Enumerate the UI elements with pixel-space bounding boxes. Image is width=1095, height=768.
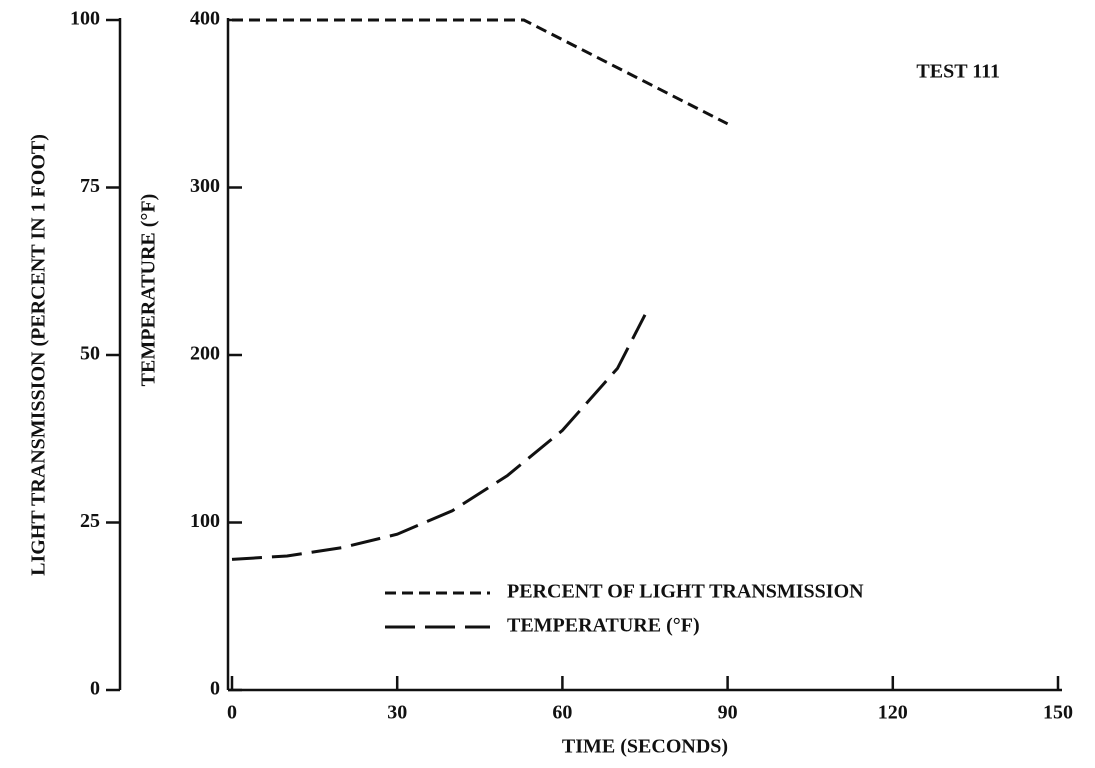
y2-tick-label: 100 bbox=[190, 510, 220, 532]
y-axis-label: LIGHT TRANSMISSION (PERCENT IN 1 FOOT) bbox=[28, 134, 50, 576]
y-tick-label: 75 bbox=[80, 175, 100, 197]
y-tick-label: 50 bbox=[80, 343, 100, 365]
series-line bbox=[232, 18, 729, 126]
x-tick-label: 60 bbox=[552, 702, 572, 724]
x-tick-label: 150 bbox=[1043, 702, 1073, 724]
y2-tick-label: 0 bbox=[210, 678, 220, 700]
y2-tick-label: 200 bbox=[190, 343, 220, 365]
annotation: TEST 111 bbox=[916, 61, 1000, 83]
x-axis-label: TIME (SECONDS) bbox=[562, 736, 728, 758]
x-tick-label: 0 bbox=[227, 702, 237, 724]
y2-tick-label: 400 bbox=[190, 8, 220, 30]
legend-label: TEMPERATURE (°F) bbox=[507, 615, 700, 637]
y2-axis-label: TEMPERATURE (°F) bbox=[138, 194, 160, 387]
legend-label: PERCENT OF LIGHT TRANSMISSION bbox=[507, 581, 864, 603]
x-tick-label: 30 bbox=[387, 702, 407, 724]
y2-tick-label: 300 bbox=[190, 175, 220, 197]
y-tick-label: 25 bbox=[80, 510, 100, 532]
y-tick-label: 0 bbox=[90, 678, 100, 700]
y-tick-label: 100 bbox=[70, 8, 100, 30]
x-tick-label: 90 bbox=[718, 702, 738, 724]
series-line bbox=[231, 314, 647, 561]
x-tick-label: 120 bbox=[878, 702, 908, 724]
